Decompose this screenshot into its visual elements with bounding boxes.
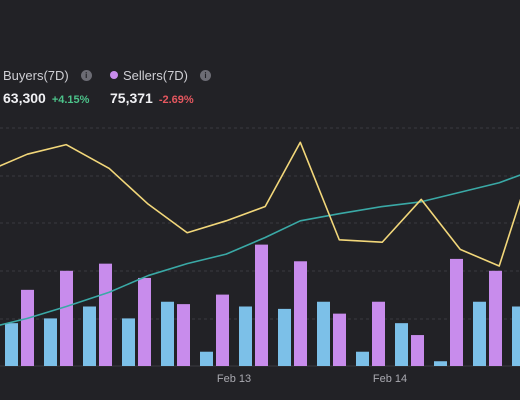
price-line (0, 141, 520, 267)
buyers-bar (200, 351, 213, 366)
buyers-bar (395, 323, 408, 366)
legend-sellers-label: Sellers(7D) (123, 67, 189, 83)
sellers-change: -2.69% (158, 94, 194, 106)
buyers-value: 63,300 (3, 90, 46, 106)
buyers-bar (239, 306, 252, 366)
legend-sellers[interactable]: Sellers(7D) i 75,371 -2.69% (110, 66, 212, 106)
sellers-bar (99, 263, 112, 366)
x-tick-label: Feb 14 (373, 373, 407, 385)
sellers-bar (333, 313, 346, 366)
info-icon[interactable]: i (80, 69, 92, 81)
buyers-bar (434, 361, 447, 366)
sellers-bar (177, 304, 190, 366)
buyers-change: +4.15% (51, 94, 90, 106)
buyers-bar (5, 323, 18, 366)
buyers-bar (317, 301, 330, 366)
sellers-bar (372, 301, 385, 366)
buyers-bar (44, 318, 57, 366)
sellers-bar (294, 261, 307, 366)
buyers-bar (83, 306, 96, 366)
trend-line (0, 174, 520, 326)
info-icon[interactable]: i (200, 69, 212, 81)
sellers-value: 75,371 (110, 90, 153, 106)
x-tick-label: Feb 13 (217, 373, 251, 385)
legend-buyers-label: Buyers(7D) (3, 67, 69, 83)
buyers-bar (512, 306, 520, 366)
buyers-bar (278, 308, 291, 366)
sellers-bar (21, 289, 34, 366)
sellers-dot-icon (110, 71, 118, 79)
sellers-bar (255, 244, 268, 366)
sellers-bar (60, 270, 73, 366)
buyers-bar (356, 351, 369, 366)
buyers-bar (473, 301, 486, 366)
buyers-bar (161, 301, 174, 366)
chart-legend: Buyers(7D) i 63,300 +4.15% Sellers(7D) i… (0, 66, 520, 110)
legend-buyers[interactable]: Buyers(7D) i 63,300 +4.15% (3, 66, 92, 106)
buyers-bar (122, 318, 135, 366)
sellers-bar (216, 294, 229, 366)
sellers-bar (138, 277, 151, 366)
sellers-bar (411, 335, 424, 366)
sellers-bar (450, 258, 463, 366)
sellers-bar (489, 270, 502, 366)
